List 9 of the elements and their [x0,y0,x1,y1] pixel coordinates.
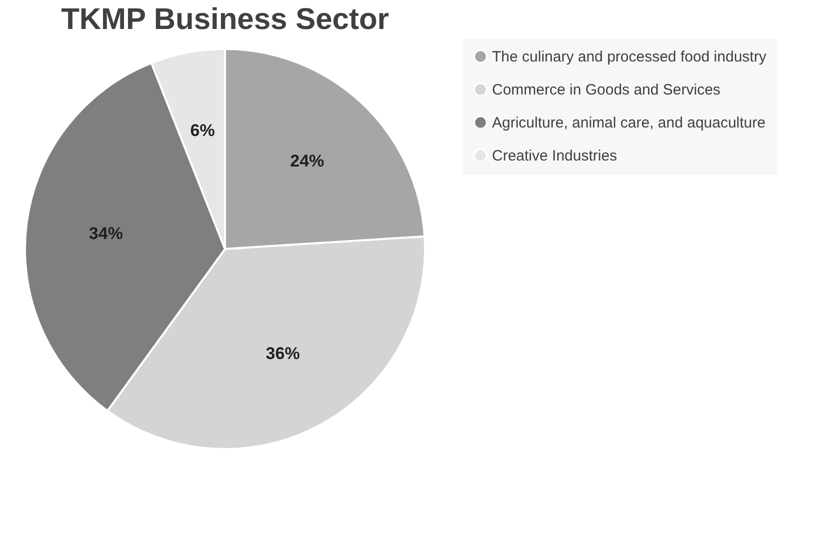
legend-label: Commerce in Goods and Services [492,82,720,98]
legend-label: Agriculture, animal care, and aquaculture [492,114,766,132]
chart-title: TKMP Business Sector [61,3,390,36]
legend-label: The culinary and processed food industry [492,48,767,66]
data-label: 24% [290,152,324,171]
data-label: 34% [88,224,123,243]
legend-label: Creative Industries [492,148,618,164]
data-label: 36% [266,344,300,364]
data-label: 6% [190,121,215,140]
